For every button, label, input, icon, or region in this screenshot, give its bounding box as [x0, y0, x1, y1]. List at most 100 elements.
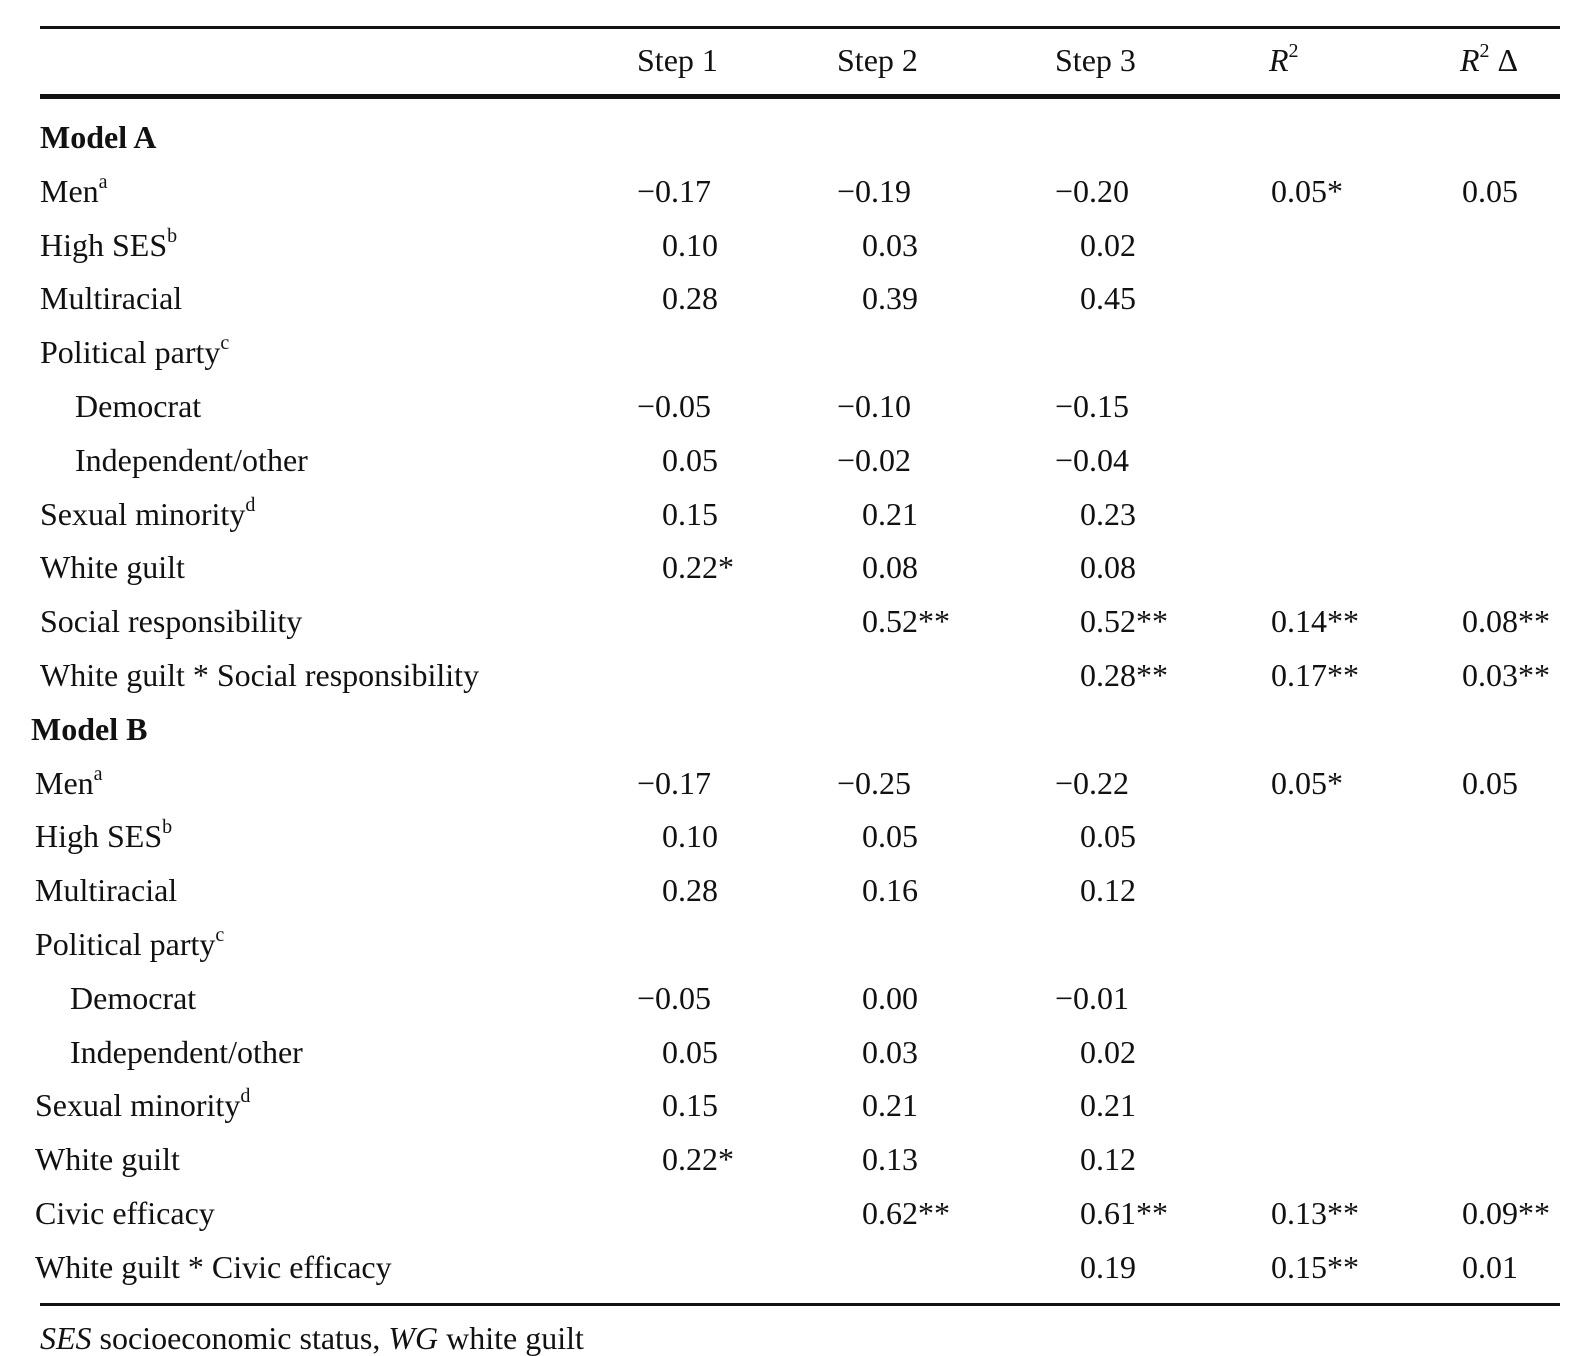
header-superscript: 2 [1479, 40, 1490, 62]
label-text: Political party [35, 926, 216, 962]
cell: 0.28 [662, 872, 718, 909]
row-label: Civic efficacy [35, 1195, 215, 1231]
section-title: Model A [40, 119, 157, 155]
row-label: Multiracial [40, 280, 182, 316]
cell: 0.03** [1462, 657, 1550, 693]
label-text: Democrat [70, 979, 197, 1016]
cell: 0.05 [1462, 764, 1518, 801]
row-label: Multiracial [35, 872, 177, 908]
row-label: Sexual minorityd [35, 1085, 251, 1128]
label-superscript: c [220, 332, 230, 355]
row-label: White guilt * Social responsibility [40, 657, 479, 693]
row-label: Sexual minorityd [40, 493, 256, 537]
footnote-part: socioeconomic status, [91, 1320, 389, 1356]
cell: −0.17 [637, 172, 712, 209]
cell: 0.05* [1271, 172, 1343, 209]
cell: 0.21 [862, 1087, 918, 1124]
cell: −0.02 [837, 441, 912, 478]
cell: 0.15 [662, 495, 718, 532]
cell: 0.09** [1462, 1195, 1550, 1231]
cell: 0.10 [662, 226, 718, 263]
label-text: Political party [40, 334, 221, 371]
label-text: Independent/other [75, 441, 308, 478]
cell: 0.02 [1080, 226, 1136, 263]
label-text: Sexual minority [35, 1087, 241, 1124]
cell: 0.08** [1462, 603, 1550, 640]
footnote-part: WG [388, 1320, 439, 1356]
cell: 0.13** [1271, 1195, 1359, 1231]
bottom-rule [40, 1303, 1560, 1306]
section-title: Model B [31, 710, 148, 747]
label-text: Democrat [75, 388, 202, 424]
cell: 0.05 [1080, 818, 1136, 855]
label-superscript: b [162, 816, 173, 839]
cell: 0.05 [662, 1033, 718, 1070]
cell: 0.03 [862, 1033, 918, 1070]
cell: 0.61** [1080, 1195, 1168, 1231]
cell: 0.08 [862, 549, 918, 586]
cell: 0.02 [1080, 1033, 1136, 1070]
cell: 0.13 [862, 1141, 918, 1178]
cell: −0.15 [1055, 388, 1130, 424]
label-text: High SES [40, 226, 168, 263]
footnote: SES socioeconomic status, WG white guilt [40, 1320, 584, 1356]
cell: −0.05 [637, 388, 712, 424]
label-text: White guilt [40, 549, 185, 586]
label-text: Multiracial [40, 280, 183, 317]
header-symbol: R [1269, 42, 1289, 78]
cell: −0.20 [1055, 172, 1130, 209]
cell: 0.16 [862, 872, 918, 909]
cell: 0.39 [862, 280, 918, 317]
label-text: Civic efficacy [35, 1195, 215, 1231]
label-text: Men [35, 764, 94, 801]
cell: 0.05 [1462, 172, 1518, 209]
row-label: Mena [40, 170, 108, 214]
cell: 0.01 [1462, 1248, 1518, 1285]
cell: 0.12 [1080, 1141, 1136, 1178]
row-label: Democrat [75, 388, 201, 424]
cell: 0.15** [1271, 1248, 1359, 1285]
row-label: High SESb [40, 224, 178, 268]
row-label: White guilt [35, 1141, 180, 1177]
cell: −0.19 [837, 172, 912, 209]
label-superscript: d [240, 1085, 251, 1108]
cell: 0.10 [662, 818, 718, 855]
cell: −0.17 [637, 764, 712, 801]
cell: 0.45 [1080, 280, 1136, 317]
cell: 0.22* [662, 1141, 734, 1178]
label-superscript: b [167, 224, 178, 247]
label-superscript: a [98, 170, 108, 193]
column-header: R2 [1269, 40, 1299, 83]
cell: 0.23 [1080, 495, 1136, 532]
footnote-part: white guilt [438, 1320, 584, 1356]
cell: 0.52** [862, 603, 950, 640]
row-label: Political partyc [35, 924, 224, 967]
cell: 0.03 [862, 226, 918, 263]
cell: 0.21 [1080, 1087, 1136, 1124]
column-header: Step 2 [837, 42, 918, 78]
cell: 0.21 [862, 495, 918, 532]
top-rule [40, 26, 1560, 29]
cell: 0.05* [1271, 764, 1343, 801]
cell: 0.05 [662, 441, 718, 478]
cell: 0.62** [862, 1195, 950, 1231]
label-text: Sexual minority [40, 495, 246, 532]
cell: −0.22 [1055, 764, 1130, 801]
header-suffix: Δ [1497, 42, 1519, 78]
cell: 0.19 [1080, 1248, 1136, 1285]
cell: 0.12 [1080, 872, 1136, 909]
label-text: White guilt [35, 1141, 180, 1178]
label-text: Independent/other [70, 1033, 303, 1070]
header-rule [40, 94, 1560, 99]
label-text: Men [40, 172, 99, 209]
label-superscript: d [245, 493, 256, 516]
cell: 0.52** [1080, 603, 1168, 640]
cell: 0.08 [1080, 549, 1136, 586]
cell: 0.15 [662, 1087, 718, 1124]
cell: 0.28 [662, 280, 718, 317]
cell: −0.04 [1055, 441, 1130, 478]
cell: 0.17** [1271, 657, 1359, 693]
row-label: White guilt [40, 549, 185, 585]
label-text: Social responsibility [40, 603, 303, 640]
